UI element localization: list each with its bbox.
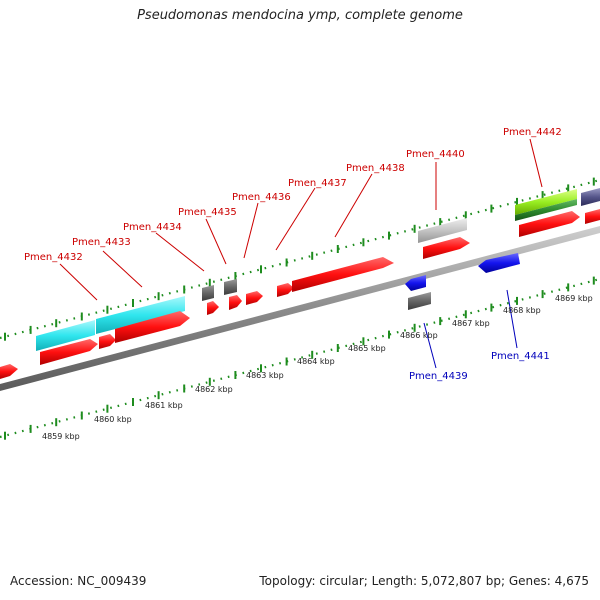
- top-feature-row: [36, 188, 600, 351]
- tick-label-4864: 4864 kbp: [297, 357, 335, 366]
- gene-label-pmen-4433[interactable]: Pmen_4433: [72, 237, 131, 248]
- accession-label: Accession: NC_009439: [10, 574, 147, 588]
- gene-arrow-pmen-4440: [423, 237, 470, 259]
- gray-feature-4439-below: [408, 292, 431, 310]
- tick-label-4862: 4862 kbp: [195, 385, 233, 394]
- gene-label-pmen-4437[interactable]: Pmen_4437: [288, 178, 347, 189]
- gene-arrow-pmen-4433: [99, 334, 116, 349]
- tick-label-4866: 4866 kbp: [400, 331, 438, 340]
- gene-label-pmen-4440[interactable]: Pmen_4440: [406, 149, 465, 160]
- gene-arrow-pmen-4434: [115, 311, 190, 343]
- gene-arrow-pmen-4438: [277, 283, 294, 297]
- coordinate-tick-labels: 4859 kbp 4860 kbp 4861 kbp 4862 kbp 4863…: [42, 294, 593, 441]
- gene-label-pmen-4442[interactable]: Pmen_4442: [503, 127, 562, 138]
- leader-pmen-4439: [423, 322, 437, 369]
- tick-label-4865: 4865 kbp: [348, 344, 386, 353]
- lightgray-feature: [418, 218, 467, 243]
- green-feature: [515, 199, 577, 221]
- tick-label-4867: 4867 kbp: [452, 319, 490, 328]
- gene-arrow-pmen-4436: [229, 295, 242, 310]
- gene-arrow-partial-left: [0, 364, 18, 379]
- tick-label-4859: 4859 kbp: [42, 432, 80, 441]
- leader-pmen-4433: [102, 250, 143, 288]
- leader-pmen-4434: [155, 232, 205, 272]
- lower-major-ticks: [4, 276, 595, 440]
- gene-label-pmen-4438[interactable]: Pmen_4438: [346, 163, 405, 174]
- reverse-strand-genes: [405, 253, 520, 310]
- gene-arrow-pmen-4432: [40, 339, 98, 365]
- gene-label-pmen-4434[interactable]: Pmen_4434: [123, 222, 182, 233]
- tick-label-4860: 4860 kbp: [94, 415, 132, 424]
- genome-backbone: [0, 226, 600, 391]
- gene-label-pmen-4441[interactable]: Pmen_4441: [491, 351, 550, 362]
- gene-arrow-pmen-4442: [519, 211, 580, 237]
- tick-label-4868: 4868 kbp: [503, 306, 541, 315]
- gray-feature-2: [224, 279, 237, 295]
- leader-pmen-4432: [59, 263, 98, 301]
- upper-tick-track: [0, 178, 600, 340]
- lower-tick-track: [0, 277, 600, 439]
- leader-pmen-4436: [243, 202, 259, 259]
- gene-label-pmen-4435[interactable]: Pmen_4435: [178, 207, 237, 218]
- map-title: Pseudomonas mendocina ymp, complete geno…: [137, 8, 463, 23]
- upper-major-ticks: [4, 177, 595, 341]
- gene-arrow-pmen-4438b: [292, 257, 394, 292]
- gene-arrow-pmen-4441: [478, 253, 520, 273]
- tick-label-4863: 4863 kbp: [246, 371, 284, 380]
- tick-label-4861: 4861 kbp: [145, 401, 183, 410]
- gene-label-pmen-4436[interactable]: Pmen_4436: [232, 192, 291, 203]
- cyan-feature-2: [96, 296, 185, 334]
- gene-label-pmen-4432[interactable]: Pmen_4432: [24, 252, 83, 263]
- purple-feature: [581, 188, 600, 206]
- gene-arrow-right-edge: [585, 209, 600, 224]
- leader-pmen-4438: [334, 173, 373, 238]
- label-leader-lines: [59, 138, 543, 369]
- gene-label-pmen-4439[interactable]: Pmen_4439: [409, 371, 468, 382]
- gene-labels: Pmen_4432 Pmen_4433 Pmen_4434 Pmen_4435 …: [24, 127, 562, 382]
- leader-pmen-4435: [205, 218, 227, 265]
- leader-pmen-4437: [275, 187, 316, 251]
- leader-pmen-4442: [529, 138, 543, 188]
- lime-feature: [515, 189, 577, 215]
- tick-label-4869: 4869 kbp: [555, 294, 593, 303]
- forward-strand-genes: [0, 209, 600, 379]
- genome-summary: Topology: circular; Length: 5,072,807 bp…: [259, 574, 589, 588]
- gray-feature-1: [202, 285, 214, 301]
- gene-arrow-pmen-4437: [246, 291, 263, 305]
- cyan-feature-1: [36, 320, 95, 351]
- gene-arrow-pmen-4435: [207, 301, 219, 315]
- gene-arrow-pmen-4439: [405, 275, 426, 291]
- leader-pmen-4441: [506, 289, 518, 349]
